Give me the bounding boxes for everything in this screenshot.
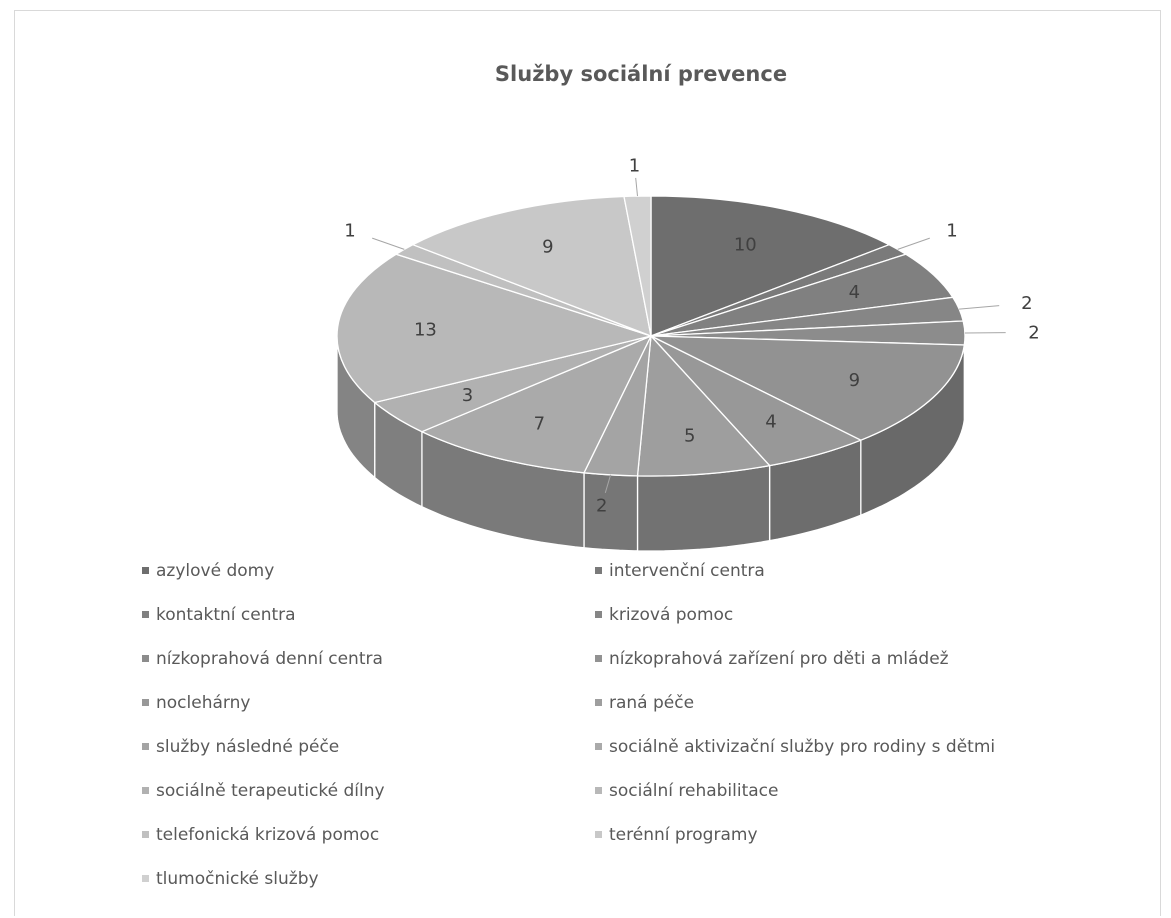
pie-slice-9 (421, 335, 652, 474)
legend-swatch-2 (142, 611, 149, 618)
legend-item-14: tlumočnické služby (156, 869, 319, 889)
legend-item-1: intervenční centra (609, 561, 765, 581)
legend-swatch-7 (595, 699, 602, 706)
legend-item-2: kontaktní centra (156, 605, 296, 625)
legend-swatch-14 (142, 875, 149, 882)
legend-item-10: sociálně terapeutické dílny (156, 781, 385, 801)
data-label-2: 4 (849, 282, 860, 303)
legend-item-0: azylové domy (156, 561, 274, 581)
legend-swatch-4 (142, 655, 149, 662)
data-label-7: 5 (684, 425, 695, 446)
legend-item-12: telefonická krizová pomoc (156, 825, 379, 845)
data-label-8: 2 (596, 495, 607, 516)
leader-line-3 (959, 305, 1000, 310)
data-label-3: 2 (1021, 293, 1032, 314)
pie-slice-5 (650, 335, 965, 441)
data-label-4: 2 (1028, 322, 1039, 343)
pie-slice-7 (636, 335, 771, 477)
legend-swatch-5 (595, 655, 602, 662)
data-label-0: 10 (734, 234, 757, 255)
data-label-9: 7 (534, 414, 545, 435)
data-label-1: 1 (946, 220, 957, 241)
legend-swatch-3 (595, 611, 602, 618)
data-label-6: 4 (765, 411, 776, 432)
pie-slice-13 (412, 195, 652, 337)
leader-line-8 (604, 474, 612, 494)
pie-top (336, 195, 966, 477)
pie-labels: 10 1 4 2 2 9 4 5 2 7 3 13 1 9 1 (344, 155, 1039, 516)
pie-slice-0 (650, 195, 890, 337)
legend: azylové domy intervenční centra kontaktní … (142, 561, 995, 889)
pie-chart: Služby sociální prevence 101422945273131… (142, 62, 1040, 889)
leader-line-14 (635, 177, 638, 197)
legend-swatch-12 (142, 831, 149, 838)
chart-area: Služby sociální prevence 10 1 4 2 2 9 4 5 2 7 3 13 1… (14, 10, 1161, 916)
legend-item-6: noclehárny (156, 693, 250, 713)
data-label-11: 13 (414, 320, 437, 341)
legend-item-9: sociálně aktivizační služby pro rodiny s… (609, 737, 995, 757)
data-label-12: 1 (344, 220, 355, 241)
legend-item-5: nízkoprahová zařízení pro děti a mládež (609, 649, 949, 669)
pie-side-7 (636, 464, 771, 552)
legend-item-8: služby následné péče (156, 737, 339, 757)
data-label-10: 3 (462, 385, 473, 406)
leader-line-12 (372, 237, 405, 250)
legend-swatch-11 (595, 787, 602, 794)
legend-item-7: raná péče (609, 693, 694, 713)
legend-swatch-0 (142, 567, 149, 574)
pie-slice-11 (336, 253, 652, 404)
pie-slice-14 (623, 195, 652, 337)
legend-swatch-1 (595, 567, 602, 574)
chart-title: Služby sociální prevence (495, 62, 787, 86)
legend-swatch-9 (595, 743, 602, 750)
pie-side-8 (583, 472, 639, 552)
pie-sides (336, 335, 966, 552)
leader-line-1 (897, 237, 930, 250)
legend-swatch-8 (142, 743, 149, 750)
legend-item-13: terénní programy (609, 825, 758, 845)
legend-item-11: sociální rehabilitace (609, 781, 779, 801)
legend-swatch-10 (142, 787, 149, 794)
legend-swatch-13 (595, 831, 602, 838)
legend-item-3: krizová pomoc (609, 605, 733, 625)
legend-swatch-6 (142, 699, 149, 706)
data-label-14: 1 (629, 155, 640, 176)
data-label-5: 9 (849, 370, 860, 391)
data-label-13: 9 (542, 236, 553, 257)
legend-item-4: nízkoprahová denní centra (156, 649, 383, 669)
